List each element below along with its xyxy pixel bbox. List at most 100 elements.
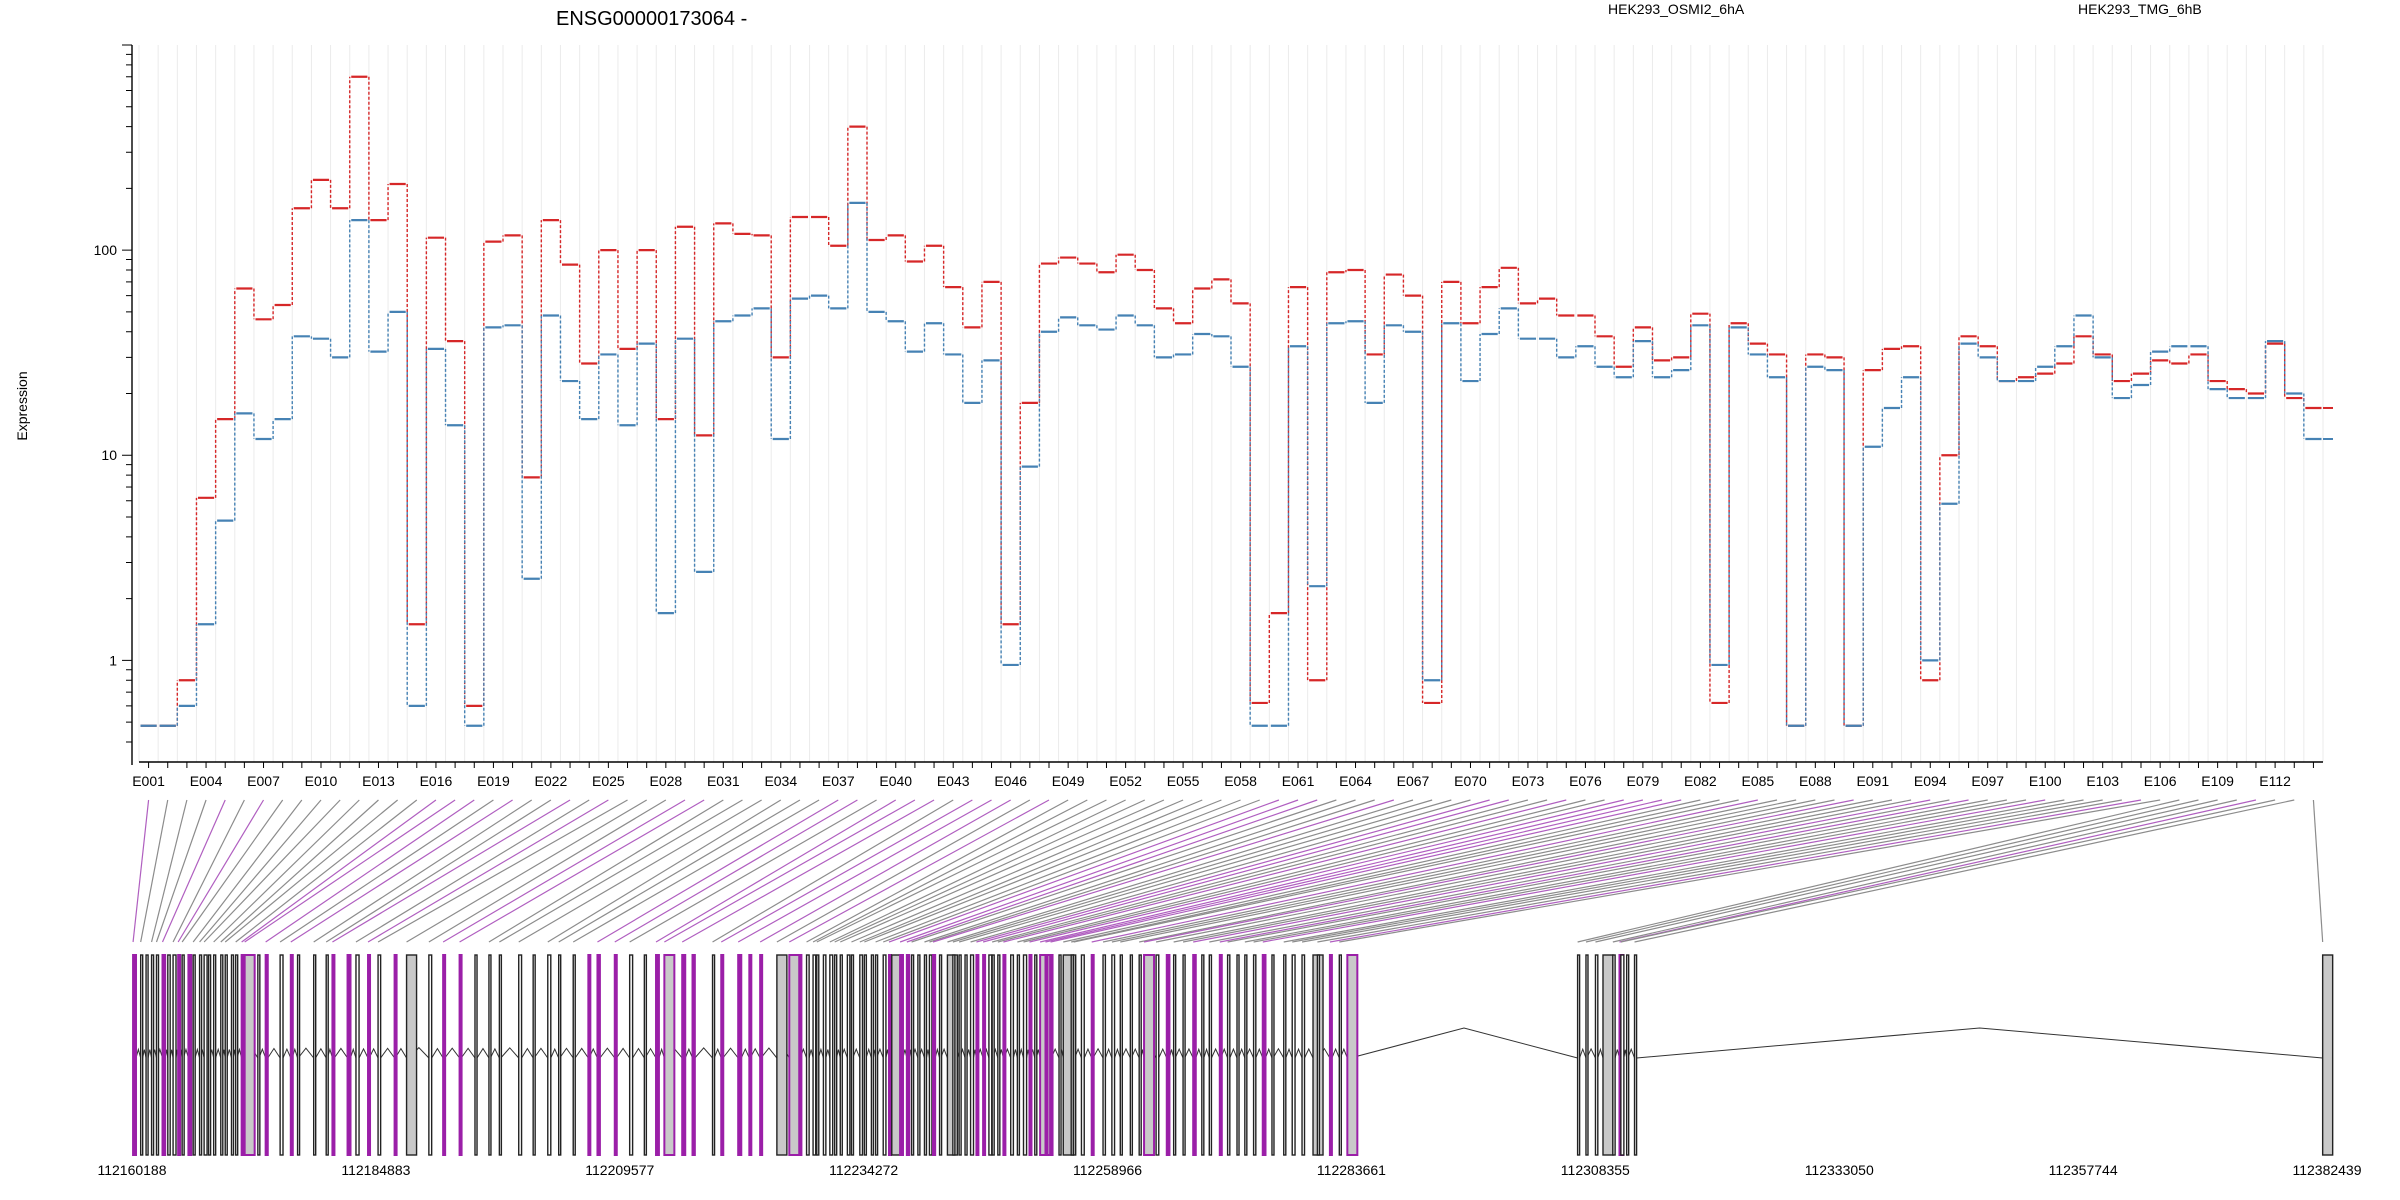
data-point [1373, 353, 1376, 356]
data-point [818, 294, 820, 297]
genomic-coordinate-label: 112283661 [1317, 1162, 1386, 1178]
data-point [569, 380, 571, 382]
data-point [1871, 369, 1874, 371]
data-point [205, 497, 207, 499]
data-point [875, 311, 878, 313]
exon-novel [1328, 954, 1333, 1156]
intron-line [1294, 1047, 1303, 1059]
exon-connector [1063, 799, 1701, 943]
exon-novel [161, 954, 167, 1156]
data-point [894, 320, 897, 323]
exon-connector [1023, 799, 1605, 943]
exon-connector [851, 799, 1184, 943]
data-point [473, 724, 476, 727]
exon-known [816, 954, 820, 1156]
exon-connector [859, 799, 1203, 943]
data-point [971, 402, 974, 404]
exon-connector [932, 799, 1395, 943]
data-point [1967, 342, 1970, 345]
data-point [1373, 402, 1376, 404]
intron-line [297, 1047, 315, 1059]
data-point [1086, 324, 1089, 327]
data-point [454, 424, 456, 427]
exon-known [917, 954, 921, 1156]
exon-tick-label: E109 [2201, 773, 2234, 789]
y-tick-label: 10 [101, 447, 117, 463]
data-point [454, 340, 456, 342]
intron-line [1304, 1047, 1314, 1059]
exon-connector [150, 799, 188, 943]
exon-connector [899, 799, 1299, 943]
data-point [1718, 702, 1721, 704]
exon-novel [177, 954, 182, 1156]
exon-connector [459, 799, 705, 943]
intron-line [431, 1047, 444, 1059]
exon-known [882, 954, 887, 1156]
exon-known [296, 954, 301, 1156]
exon-known [377, 954, 382, 1156]
data-point [588, 362, 591, 365]
exon-tick-label: E085 [1741, 773, 1774, 789]
data-point [1737, 326, 1740, 329]
data-point [1316, 679, 1319, 682]
data-point [530, 476, 533, 479]
exon-connector [737, 799, 992, 943]
data-point [1948, 454, 1951, 457]
exon-connector [720, 799, 973, 943]
exon-tick-label: E100 [2029, 773, 2062, 789]
exon-novel [1090, 954, 1095, 1156]
intron-line [1092, 1047, 1104, 1059]
data-point [1546, 297, 1548, 300]
exon-novel [187, 954, 193, 1156]
exon-known [325, 954, 329, 1156]
genomic-coordinate-label: 112333050 [1805, 1162, 1874, 1178]
exon-tick-label: E052 [1109, 773, 1142, 789]
exon-connector [367, 799, 609, 943]
exon-known [224, 954, 228, 1156]
exon-known [805, 954, 810, 1156]
data-point [1488, 286, 1491, 288]
exon-connector [1595, 799, 2218, 943]
data-point [1507, 267, 1510, 269]
exon-known [988, 954, 993, 1156]
exon-connector [924, 799, 1356, 943]
data-point [1201, 287, 1204, 290]
data-point [1258, 724, 1261, 727]
data-point [1220, 278, 1223, 281]
data-point [396, 183, 399, 185]
data-point [1335, 322, 1338, 325]
data-point [2312, 407, 2315, 409]
intron-line [315, 1047, 327, 1059]
exon-connector [203, 799, 341, 943]
data-point [933, 322, 935, 325]
exon-novel [1044, 954, 1049, 1156]
exon-connector [982, 799, 1509, 943]
exon-known [1208, 954, 1213, 1156]
data-point [1929, 679, 1932, 682]
data-point [1776, 376, 1778, 379]
exon-connector [1283, 799, 2065, 943]
exon-connector [518, 799, 762, 943]
exon-tick-label: E022 [535, 773, 568, 789]
data-point [1527, 302, 1529, 305]
exon-known [923, 954, 928, 1156]
data-point [1048, 330, 1050, 333]
exon-known [1201, 954, 1205, 1156]
exon-tick-label: E088 [1799, 773, 1832, 789]
exon-known [474, 954, 478, 1156]
data-point [2274, 340, 2276, 342]
exon-known [145, 954, 149, 1156]
exon-known [964, 954, 968, 1156]
exon-known [139, 954, 144, 1156]
exon-known [203, 954, 208, 1156]
data-point [2255, 392, 2257, 395]
data-point [741, 314, 744, 317]
exon-connector [952, 799, 1433, 943]
data-point [2063, 362, 2066, 365]
data-point [1335, 271, 1338, 274]
data-point [1431, 702, 1433, 704]
exon-connector [1292, 799, 2084, 943]
exon-known [776, 954, 788, 1156]
exon-known [910, 954, 915, 1156]
